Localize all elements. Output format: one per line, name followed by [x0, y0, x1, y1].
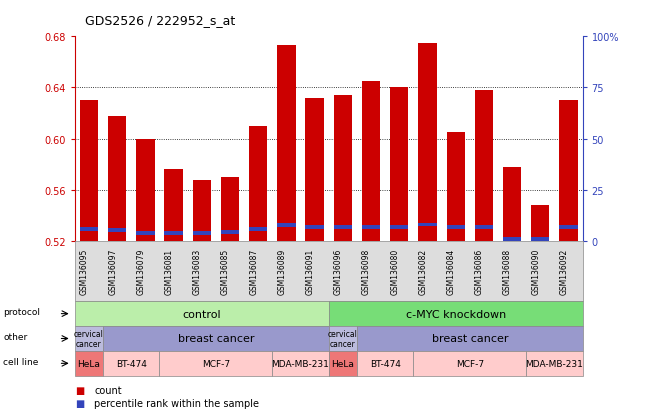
Bar: [221, 178, 239, 242]
Bar: [249, 127, 268, 242]
Bar: [249, 228, 268, 231]
Text: MDA-MB-231: MDA-MB-231: [271, 359, 329, 368]
Text: GSM136088: GSM136088: [503, 249, 512, 294]
Text: breast cancer: breast cancer: [432, 334, 508, 344]
Bar: [475, 91, 493, 242]
Text: HeLa: HeLa: [331, 359, 354, 368]
Text: GSM136090: GSM136090: [531, 248, 540, 295]
Text: GSM136095: GSM136095: [80, 248, 89, 295]
Text: GSM136092: GSM136092: [560, 249, 568, 294]
Bar: [559, 101, 577, 242]
Bar: [334, 225, 352, 230]
Text: control: control: [182, 309, 221, 319]
Text: GSM136084: GSM136084: [447, 249, 456, 294]
Text: GSM136097: GSM136097: [108, 248, 117, 295]
Text: count: count: [94, 385, 122, 395]
Text: GSM136083: GSM136083: [193, 249, 202, 294]
Text: GSM136081: GSM136081: [165, 249, 174, 294]
Bar: [390, 88, 408, 242]
Text: GSM136096: GSM136096: [334, 248, 343, 295]
Bar: [80, 228, 98, 231]
Text: ■: ■: [75, 385, 84, 395]
Bar: [390, 225, 408, 230]
Text: c-MYC knockdown: c-MYC knockdown: [406, 309, 506, 319]
Text: MDA-MB-231: MDA-MB-231: [525, 359, 583, 368]
Bar: [447, 225, 465, 230]
Bar: [334, 96, 352, 242]
Bar: [80, 101, 98, 242]
Bar: [362, 225, 380, 230]
Text: HeLa: HeLa: [77, 359, 100, 368]
Bar: [277, 46, 296, 242]
Bar: [165, 231, 183, 235]
Bar: [305, 225, 324, 230]
Bar: [503, 238, 521, 242]
Bar: [362, 82, 380, 242]
Bar: [165, 170, 183, 242]
Text: protocol: protocol: [3, 307, 40, 316]
Text: MCF-7: MCF-7: [202, 359, 230, 368]
Text: BT-474: BT-474: [116, 359, 146, 368]
Text: GSM136091: GSM136091: [306, 249, 314, 294]
Text: cell line: cell line: [3, 357, 38, 366]
Bar: [136, 140, 154, 242]
Text: MCF-7: MCF-7: [456, 359, 484, 368]
Bar: [419, 43, 437, 242]
Text: GSM136087: GSM136087: [249, 249, 258, 294]
Text: percentile rank within the sample: percentile rank within the sample: [94, 398, 259, 408]
Bar: [531, 238, 549, 242]
Bar: [277, 224, 296, 228]
Bar: [419, 223, 437, 227]
Text: cervical
cancer: cervical cancer: [328, 329, 358, 348]
Text: GSM136098: GSM136098: [362, 249, 371, 294]
Bar: [193, 231, 211, 235]
Bar: [305, 99, 324, 242]
Text: cervical
cancer: cervical cancer: [74, 329, 104, 348]
Text: GSM136080: GSM136080: [391, 249, 399, 294]
Bar: [108, 229, 126, 233]
Bar: [531, 206, 549, 242]
Bar: [559, 225, 577, 230]
Bar: [136, 231, 154, 235]
Text: other: other: [3, 332, 27, 341]
Text: ■: ■: [75, 398, 84, 408]
Text: GSM136089: GSM136089: [277, 249, 286, 294]
Bar: [475, 225, 493, 230]
Text: GSM136085: GSM136085: [221, 249, 230, 294]
Text: GDS2526 / 222952_s_at: GDS2526 / 222952_s_at: [85, 14, 235, 27]
Text: GSM136086: GSM136086: [475, 249, 484, 294]
Text: GSM136079: GSM136079: [137, 248, 145, 295]
Bar: [108, 116, 126, 242]
Text: GSM136082: GSM136082: [419, 249, 428, 294]
Bar: [503, 168, 521, 242]
Text: BT-474: BT-474: [370, 359, 400, 368]
Bar: [193, 180, 211, 242]
Bar: [221, 231, 239, 235]
Bar: [447, 133, 465, 242]
Text: breast cancer: breast cancer: [178, 334, 254, 344]
